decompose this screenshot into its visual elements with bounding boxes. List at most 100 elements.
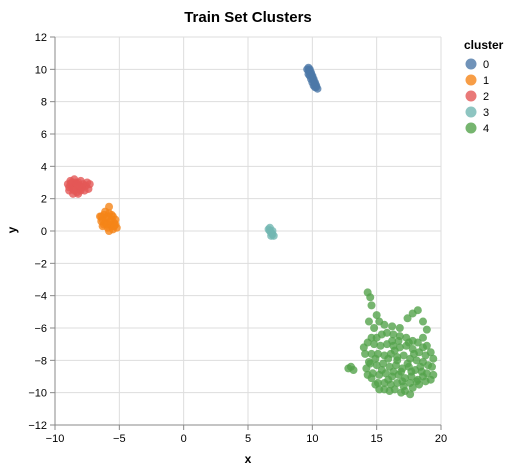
x-tick-label: 15	[371, 433, 383, 445]
data-point-cluster-4	[398, 377, 407, 386]
x-tick-label: 20	[435, 433, 447, 445]
legend: cluster 0 1 2 3 4	[464, 38, 504, 135]
data-point-cluster-4	[407, 367, 416, 376]
y-tick-label: −10	[28, 388, 47, 400]
y-tick-label: 6	[41, 129, 47, 141]
data-point-cluster-4	[395, 324, 404, 332]
data-point-cluster-4	[394, 336, 403, 345]
data-point-cluster-4	[422, 325, 431, 334]
gridlines	[54, 36, 442, 426]
data-point-cluster-4	[418, 372, 427, 381]
data-point-cluster-1	[105, 227, 114, 235]
data-point-cluster-4	[424, 361, 433, 370]
data-point-cluster-2	[65, 183, 74, 192]
legend-swatch-1	[465, 74, 477, 86]
x-tick-label: −5	[113, 433, 126, 445]
data-points	[63, 63, 438, 399]
data-point-cluster-4	[390, 346, 399, 355]
data-point-cluster-4	[429, 354, 438, 363]
y-tick-label: 12	[35, 32, 47, 44]
x-tick-label: 0	[181, 433, 187, 445]
data-point-cluster-4	[371, 354, 380, 363]
data-point-cluster-4	[349, 366, 358, 375]
data-point-cluster-4	[366, 359, 375, 368]
legend-swatch-0	[465, 58, 477, 70]
data-point-cluster-4	[418, 317, 427, 326]
data-point-cluster-4	[412, 377, 421, 386]
data-point-cluster-4	[413, 338, 422, 347]
y-tick-label: −8	[34, 355, 47, 367]
data-point-cluster-2	[80, 186, 89, 195]
data-point-cluster-4	[380, 320, 389, 329]
data-point-cluster-4	[399, 351, 408, 360]
data-point-cluster-4	[376, 341, 385, 350]
data-point-cluster-4	[370, 324, 379, 332]
data-point-cluster-1	[111, 220, 120, 229]
y-tick-label: 2	[41, 194, 47, 206]
data-point-cluster-4	[384, 354, 393, 363]
data-point-cluster-1	[97, 212, 106, 221]
data-point-cluster-4	[388, 322, 397, 331]
data-point-cluster-4	[368, 369, 377, 378]
legend-label-3: 3	[483, 107, 489, 119]
data-point-cluster-4	[382, 328, 391, 337]
chart-title: Train Set Clusters	[184, 9, 312, 26]
legend-swatch-2	[465, 90, 477, 102]
data-point-cluster-4	[404, 338, 413, 347]
legend-label-4: 4	[483, 123, 489, 135]
data-point-cluster-4	[403, 314, 412, 323]
data-point-cluster-4	[393, 356, 402, 365]
data-point-cluster-4	[412, 356, 421, 365]
data-point-cluster-4	[364, 317, 373, 326]
data-point-cluster-4	[416, 362, 425, 371]
data-point-cluster-4	[389, 367, 398, 376]
y-tick-label: −4	[34, 291, 47, 303]
data-point-cluster-4	[397, 388, 406, 397]
data-point-cluster-4	[367, 301, 376, 310]
data-point-cluster-4	[384, 375, 393, 384]
data-point-cluster-4	[409, 349, 418, 358]
data-point-cluster-4	[377, 366, 386, 375]
legend-swatch-4	[465, 122, 477, 134]
y-tick-label: −6	[34, 323, 47, 335]
y-axis-title: y	[5, 226, 19, 233]
data-point-cluster-4	[370, 340, 379, 349]
data-point-cluster-4	[403, 359, 412, 368]
y-tick-label: −12	[28, 420, 47, 432]
data-point-cluster-4	[361, 349, 370, 358]
data-point-cluster-4	[388, 336, 397, 345]
x-tick-label: 10	[306, 433, 318, 445]
legend-label-2: 2	[483, 91, 489, 103]
legend-label-0: 0	[483, 59, 489, 71]
data-point-cluster-4	[372, 311, 381, 320]
data-point-cluster-4	[418, 333, 427, 342]
data-point-cluster-1	[107, 210, 116, 219]
data-point-cluster-2	[83, 178, 92, 187]
data-point-cluster-4	[421, 351, 430, 360]
data-point-cluster-4	[373, 378, 382, 387]
data-point-cluster-4	[389, 330, 398, 339]
x-tick-label: 5	[245, 433, 251, 445]
data-point-cluster-0	[304, 70, 313, 79]
data-point-cluster-1	[99, 220, 108, 229]
legend-swatch-3	[465, 106, 477, 118]
data-point-cluster-4	[379, 359, 388, 368]
data-point-cluster-4	[397, 367, 406, 376]
data-point-cluster-3	[268, 227, 277, 235]
y-tick-label: 4	[41, 161, 47, 173]
y-tick-label: 10	[35, 64, 47, 76]
legend-title: cluster	[464, 38, 504, 52]
data-point-cluster-4	[366, 293, 375, 302]
y-tick-label: −2	[34, 258, 47, 270]
x-tick-label: −10	[46, 433, 65, 445]
data-point-cluster-4	[372, 361, 381, 370]
y-tick-label: 8	[41, 97, 47, 109]
x-axis-title: x	[245, 452, 252, 466]
data-point-cluster-4	[413, 306, 422, 315]
data-point-cluster-4	[406, 378, 415, 387]
data-point-cluster-2	[75, 181, 84, 190]
y-tick-label: 0	[41, 226, 47, 238]
legend-label-1: 1	[483, 75, 489, 87]
